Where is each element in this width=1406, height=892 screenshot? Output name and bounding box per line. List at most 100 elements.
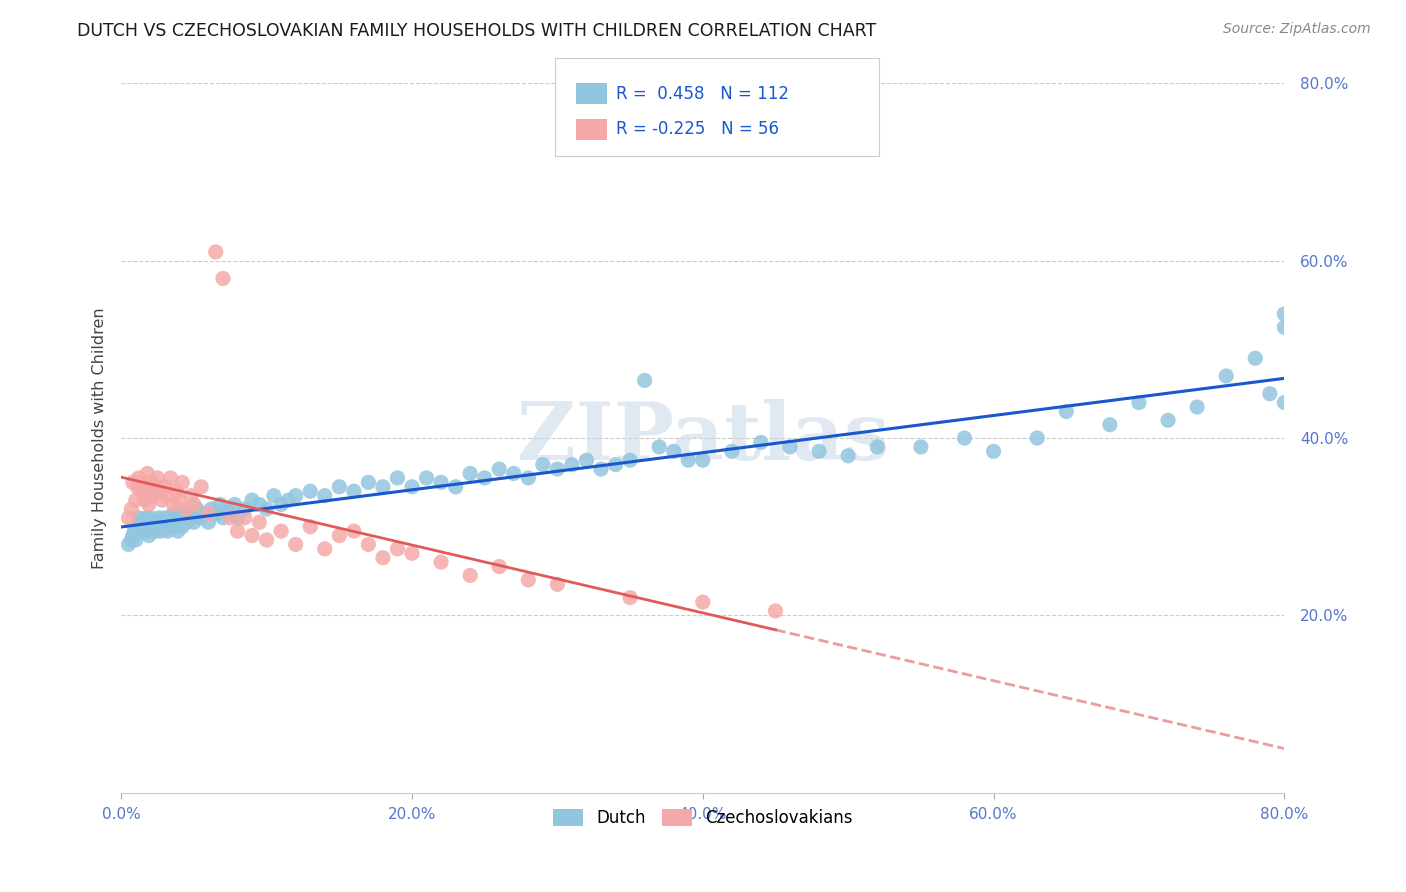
Point xyxy=(277,493,299,508)
Point xyxy=(575,453,598,467)
Point xyxy=(186,502,208,516)
Point xyxy=(779,440,801,454)
Point xyxy=(153,480,176,494)
Point xyxy=(156,524,179,538)
Point xyxy=(233,502,256,516)
Point xyxy=(678,453,700,467)
Point xyxy=(190,511,212,525)
Point xyxy=(162,507,184,521)
Point xyxy=(233,511,256,525)
Point xyxy=(401,480,423,494)
Point xyxy=(219,507,242,521)
Point xyxy=(212,271,235,285)
Point xyxy=(142,489,165,503)
Point xyxy=(135,511,157,525)
Point xyxy=(120,533,142,547)
Point xyxy=(387,471,409,485)
Point xyxy=(125,493,148,508)
Point xyxy=(169,493,191,508)
Point xyxy=(219,511,242,525)
Point xyxy=(328,528,350,542)
Point xyxy=(299,519,322,533)
Point xyxy=(129,524,152,538)
Point xyxy=(371,480,394,494)
Point xyxy=(444,480,467,494)
Point xyxy=(240,493,263,508)
Point xyxy=(910,440,932,454)
Point xyxy=(866,440,889,454)
Point xyxy=(430,475,453,490)
Point xyxy=(1258,386,1281,401)
Point xyxy=(142,524,165,538)
Point xyxy=(808,444,831,458)
Point xyxy=(204,244,226,259)
Point xyxy=(458,467,481,481)
Point xyxy=(531,458,554,472)
Point xyxy=(284,489,307,503)
Point xyxy=(176,516,198,530)
Point xyxy=(149,524,172,538)
Point xyxy=(1026,431,1049,445)
Point xyxy=(172,519,194,533)
Point xyxy=(153,511,176,525)
Point xyxy=(180,511,202,525)
Point xyxy=(561,458,583,472)
Point xyxy=(155,516,177,530)
Text: R =  0.458   N = 112: R = 0.458 N = 112 xyxy=(616,85,789,103)
Point xyxy=(131,484,153,499)
Point xyxy=(145,524,167,538)
Point xyxy=(132,519,155,533)
Point xyxy=(314,489,336,503)
Point xyxy=(209,498,232,512)
Point xyxy=(132,475,155,490)
Point xyxy=(128,511,150,525)
Point xyxy=(1128,395,1150,409)
Point xyxy=(146,471,169,485)
Point xyxy=(357,475,380,490)
Point xyxy=(150,493,173,508)
Point xyxy=(166,484,188,499)
Point xyxy=(173,511,195,525)
Point xyxy=(138,498,160,512)
Point xyxy=(166,511,188,525)
Point xyxy=(172,475,194,490)
Point xyxy=(953,431,976,445)
Point xyxy=(749,435,772,450)
Point xyxy=(240,528,263,542)
Point xyxy=(415,471,437,485)
Point xyxy=(226,511,249,525)
Point xyxy=(263,489,285,503)
Point xyxy=(169,516,191,530)
Point xyxy=(605,458,627,472)
Point xyxy=(167,524,190,538)
Point xyxy=(131,516,153,530)
Point xyxy=(117,537,139,551)
Point xyxy=(150,516,173,530)
Point xyxy=(125,533,148,547)
Text: Source: ZipAtlas.com: Source: ZipAtlas.com xyxy=(1223,22,1371,37)
Y-axis label: Family Households with Children: Family Households with Children xyxy=(93,307,107,569)
Point xyxy=(143,516,166,530)
Point xyxy=(546,462,568,476)
Text: R = -0.225   N = 56: R = -0.225 N = 56 xyxy=(616,120,779,138)
Point xyxy=(662,444,685,458)
Point xyxy=(120,502,142,516)
Text: DUTCH VS CZECHOSLOVAKIAN FAMILY HOUSEHOLDS WITH CHILDREN CORRELATION CHART: DUTCH VS CZECHOSLOVAKIAN FAMILY HOUSEHOL… xyxy=(77,22,876,40)
Text: ZIPatlas: ZIPatlas xyxy=(516,399,889,477)
Point xyxy=(183,498,205,512)
Point xyxy=(163,519,186,533)
Point xyxy=(160,516,183,530)
Point xyxy=(124,524,146,538)
Point xyxy=(215,502,238,516)
Point xyxy=(474,471,496,485)
Point xyxy=(176,502,198,516)
Point xyxy=(224,498,246,512)
Point xyxy=(170,507,193,521)
Point xyxy=(387,541,409,556)
Point xyxy=(180,489,202,503)
Point xyxy=(127,480,149,494)
Point xyxy=(200,502,222,516)
Point xyxy=(328,480,350,494)
Point xyxy=(117,511,139,525)
Point xyxy=(1185,400,1208,414)
